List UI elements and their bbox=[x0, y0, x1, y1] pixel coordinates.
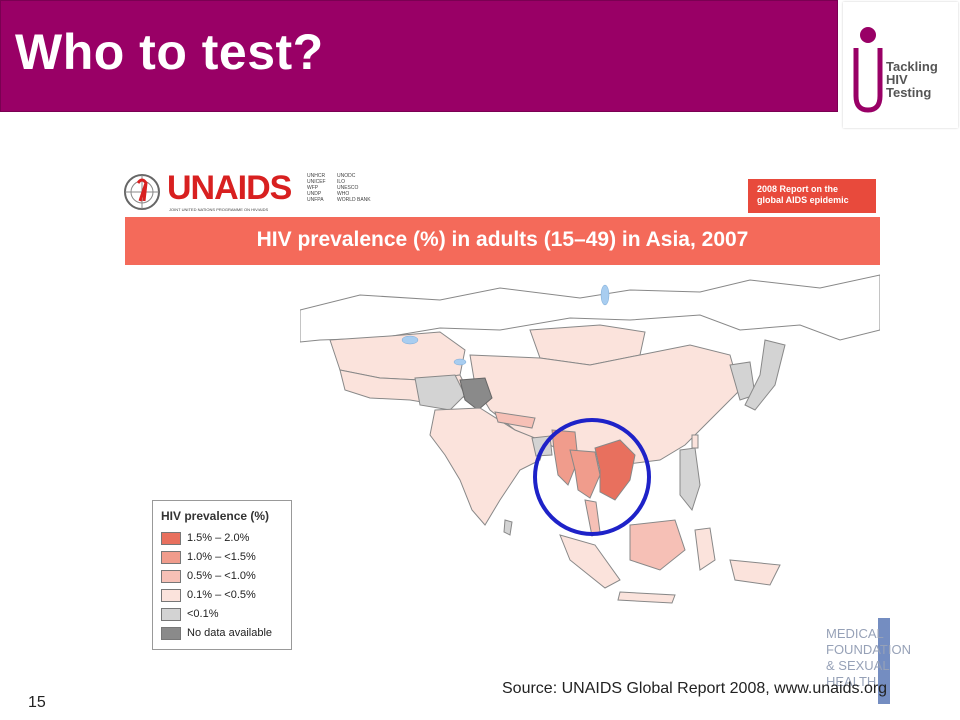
cosponsor: UNDP bbox=[307, 191, 322, 197]
legend-label: No data available bbox=[187, 627, 273, 639]
borneo-region bbox=[629, 519, 686, 571]
unaids-logo: UNAIDS JOINT UNITED NATIONS PROGRAMME ON… bbox=[121, 169, 381, 213]
mfsh-logo-line: MEDICAL bbox=[826, 626, 884, 641]
lake-issyk-kul bbox=[453, 358, 467, 366]
legend-label: 0.5% – <1.0% bbox=[187, 570, 256, 582]
report-badge: 2008 Report on the global AIDS epidemic bbox=[748, 179, 876, 213]
lake-balkhash bbox=[401, 335, 419, 345]
cosponsor: ILO bbox=[337, 179, 346, 185]
logo-figure-icon bbox=[853, 27, 883, 113]
russia-region bbox=[299, 274, 881, 343]
mfsh-logo: MEDICAL FOUNDATION & SEXUAL HEALTH bbox=[826, 616, 936, 706]
mfsh-logo-line: & SEXUAL bbox=[826, 658, 890, 673]
java-region bbox=[617, 591, 676, 604]
map-legend: HIV prevalence (%) 1.5% – 2.0% 1.0% – <1… bbox=[152, 500, 292, 650]
legend-item: 0.1% – <0.5% bbox=[161, 588, 291, 604]
cosponsor: UNESCO bbox=[337, 185, 359, 191]
highlight-circle bbox=[533, 418, 651, 536]
papua-region bbox=[729, 559, 781, 586]
unaids-wordmark: UNAIDS bbox=[167, 169, 292, 207]
page-number: 15 bbox=[28, 694, 46, 711]
india-region bbox=[429, 407, 546, 526]
source-citation: Source: UNAIDS Global Report 2008, www.u… bbox=[502, 680, 888, 697]
tackling-hiv-testing-logo: Tackling HIV Testing bbox=[843, 2, 958, 128]
map-title-banner: HIV prevalence (%) in adults (15–49) in … bbox=[125, 217, 880, 265]
map-title: HIV prevalence (%) in adults (15–49) in … bbox=[256, 228, 749, 251]
myanmar-region bbox=[551, 429, 579, 486]
philippines-region bbox=[679, 447, 701, 512]
nepal-region bbox=[494, 411, 536, 429]
legend-item: 1.5% – 2.0% bbox=[161, 531, 291, 547]
cosponsor: WORLD BANK bbox=[337, 197, 371, 203]
japan-region bbox=[744, 339, 786, 411]
lake-baikal bbox=[600, 284, 610, 306]
legend-swatch bbox=[161, 589, 181, 602]
title-bar: Who to test? bbox=[0, 0, 838, 112]
asia-map-svg bbox=[299, 274, 881, 604]
unaids-subtitle: JOINT UNITED NATIONS PROGRAMME ON HIV/AI… bbox=[169, 207, 269, 212]
logo-text: Tackling HIV Testing bbox=[886, 60, 938, 99]
cosponsor-list-1: UNHCR UNICEF WFP UNDP UNFPA bbox=[307, 173, 326, 203]
mfsh-logo-bar bbox=[878, 618, 890, 704]
legend-item: No data available bbox=[161, 626, 291, 642]
malaysia-peninsula-region bbox=[584, 499, 601, 537]
logo-line: HIV bbox=[886, 72, 908, 87]
afghanistan-region bbox=[414, 374, 466, 411]
slide-title: Who to test? bbox=[15, 24, 324, 80]
legend-swatch bbox=[161, 532, 181, 545]
sulawesi-region bbox=[694, 527, 716, 571]
legend-label: <0.1% bbox=[187, 608, 219, 620]
legend-swatch bbox=[161, 551, 181, 564]
cosponsor: UNFPA bbox=[307, 197, 324, 203]
cosponsor: WHO bbox=[337, 191, 350, 197]
legend-swatch bbox=[161, 627, 181, 640]
legend-swatch bbox=[161, 608, 181, 621]
cosponsor: UNICEF bbox=[307, 179, 326, 185]
un-emblem-icon bbox=[124, 174, 160, 210]
report-badge-line: global AIDS epidemic bbox=[757, 195, 849, 205]
legend-item: 1.0% – <1.5% bbox=[161, 550, 291, 566]
cosponsor-list-2: UNODC ILO UNESCO WHO WORLD BANK bbox=[337, 173, 371, 203]
logo-line: Testing bbox=[886, 85, 932, 100]
cosponsor: UNHCR bbox=[307, 173, 326, 179]
pakistan-region bbox=[459, 377, 493, 411]
legend-label: 0.1% – <0.5% bbox=[187, 589, 256, 601]
logo-line: Tackling bbox=[886, 59, 938, 74]
cosponsor: WFP bbox=[307, 185, 319, 191]
legend-swatch bbox=[161, 570, 181, 583]
legend-label: 1.5% – 2.0% bbox=[187, 532, 250, 544]
mfsh-logo-line: FOUNDATION bbox=[826, 642, 911, 657]
legend-item: 0.5% – <1.0% bbox=[161, 569, 291, 585]
asia-map bbox=[299, 270, 881, 655]
sri-lanka-region bbox=[503, 519, 513, 536]
cosponsor: UNODC bbox=[337, 173, 356, 179]
taiwan-region bbox=[691, 434, 699, 449]
legend-title: HIV prevalence (%) bbox=[161, 509, 270, 523]
sumatra-region bbox=[559, 534, 621, 589]
report-badge-line: 2008 Report on the bbox=[757, 184, 839, 194]
legend-item: <0.1% bbox=[161, 607, 291, 623]
indochina-region bbox=[594, 439, 636, 501]
legend-label: 1.0% – <1.5% bbox=[187, 551, 256, 563]
thailand-region bbox=[569, 449, 601, 499]
mfsh-logo-line: HEALTH bbox=[826, 674, 877, 689]
